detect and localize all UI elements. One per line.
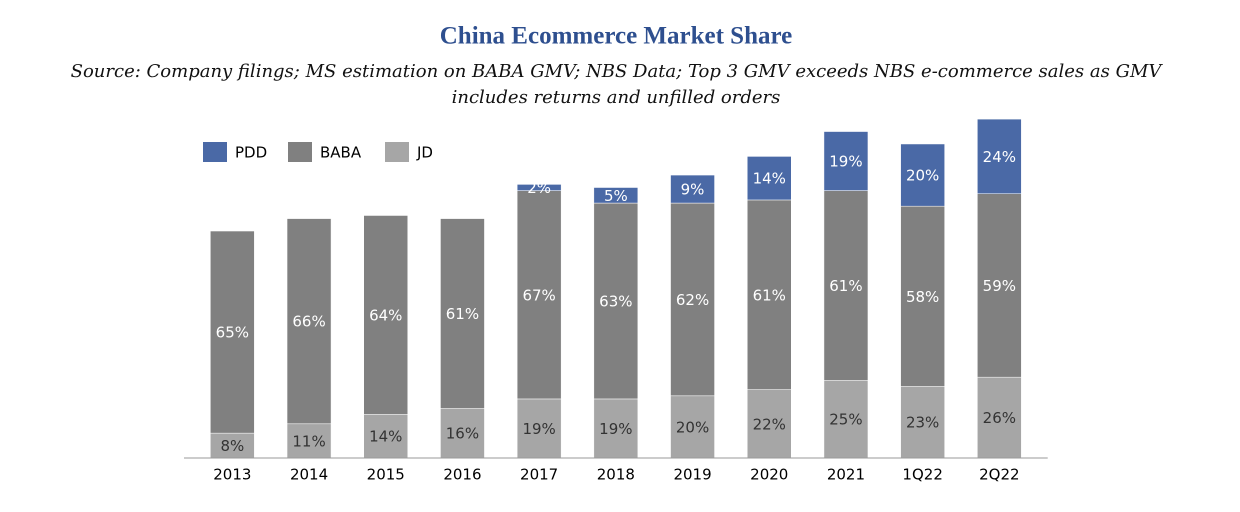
data-label: 58% [906, 288, 939, 306]
data-label: 62% [676, 291, 709, 309]
bar-segment [977, 193, 1022, 378]
data-label: 25% [829, 411, 862, 429]
legend-label: BABA [320, 144, 362, 162]
data-label: 14% [369, 428, 402, 446]
bar-segment [747, 199, 792, 390]
bar-segment [900, 386, 945, 459]
x-tick-label: 2019 [673, 466, 711, 484]
bar-segment [210, 230, 255, 434]
bar-segment [210, 432, 255, 459]
chart-subtitle: includes returns and unfilled orders [452, 87, 781, 108]
x-tick-label: 2018 [597, 466, 635, 484]
bar-segment [977, 376, 1022, 459]
bar-segment [747, 156, 792, 201]
data-label: 64% [369, 306, 402, 324]
data-label: 14% [753, 170, 786, 188]
x-tick-label: 2014 [290, 466, 328, 484]
bar-segment [977, 118, 1022, 194]
bar-segment [593, 202, 639, 400]
x-tick-label: 2020 [750, 466, 788, 484]
bar-segment [363, 215, 408, 415]
bar-segment [900, 205, 945, 387]
legend-label: PDD [235, 144, 267, 162]
data-label: 20% [676, 418, 709, 436]
bar-segment [593, 398, 639, 459]
x-tick-label: 2015 [367, 466, 405, 484]
bar-segment [516, 184, 562, 191]
x-tick-label: 2013 [213, 466, 251, 484]
data-label: 66% [292, 313, 325, 331]
data-label: 22% [753, 415, 786, 433]
bar-segment [823, 380, 869, 459]
bar-segment [823, 190, 869, 381]
legend-swatch [203, 142, 227, 162]
data-label: 65% [216, 324, 249, 342]
bar-segment [593, 187, 639, 204]
data-label: 2% [527, 179, 551, 197]
data-label: 26% [983, 409, 1016, 427]
data-label: 11% [292, 432, 325, 450]
bar-segment [670, 395, 715, 459]
data-label: 24% [983, 148, 1016, 166]
data-label: 23% [906, 414, 939, 432]
data-label: 61% [753, 286, 786, 304]
bar-segment [823, 131, 869, 191]
data-label: 5% [604, 187, 628, 205]
bar-segment [900, 143, 945, 207]
data-label: 19% [599, 420, 632, 438]
x-tick-label: 2016 [443, 466, 481, 484]
data-label: 67% [522, 286, 555, 304]
bar-segment [286, 218, 332, 425]
x-tick-label: 2Q22 [979, 466, 1019, 484]
data-label: 20% [906, 167, 939, 185]
x-tick-label: 2021 [827, 466, 865, 484]
x-tick-label: 2017 [520, 466, 558, 484]
x-tick-label: 1Q22 [902, 466, 942, 484]
bar-segment [363, 414, 408, 459]
bar-segment [516, 190, 562, 400]
chart-subtitle: Source: Company filings; MS estimation o… [71, 61, 1164, 82]
bar-segment [670, 202, 715, 397]
data-label: 16% [446, 425, 479, 443]
data-label: 61% [829, 277, 862, 295]
data-label: 19% [829, 153, 862, 171]
bar-segment [670, 174, 715, 204]
data-label: 63% [599, 292, 632, 310]
bar-segment [440, 218, 485, 409]
data-label: 59% [983, 277, 1016, 295]
legend-label: JD [416, 144, 433, 162]
bar-segment [747, 389, 792, 459]
data-label: 9% [681, 181, 705, 199]
legend-swatch [288, 142, 312, 162]
data-label: 8% [220, 437, 244, 455]
legend-swatch [385, 142, 409, 162]
data-label: 19% [522, 420, 555, 438]
data-label: 61% [446, 305, 479, 323]
chart-title: China Ecommerce Market Share [440, 23, 792, 50]
